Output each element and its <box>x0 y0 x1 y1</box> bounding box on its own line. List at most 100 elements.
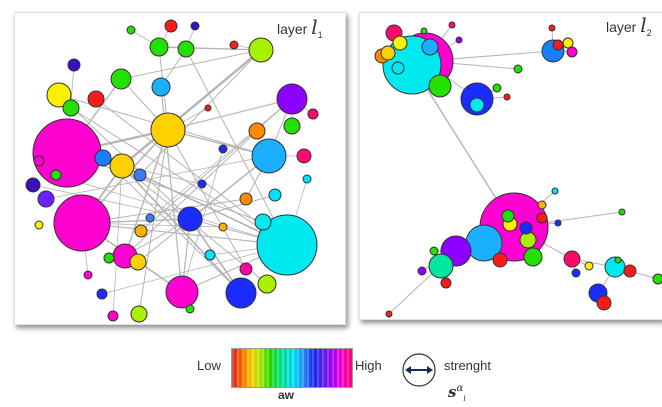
strength-arrow-icon <box>402 353 436 387</box>
network-node <box>204 249 216 261</box>
network-node <box>34 220 44 230</box>
network-node <box>96 288 108 300</box>
network-node <box>523 247 543 267</box>
network-node <box>50 169 62 181</box>
network-node <box>218 144 228 154</box>
network-node <box>67 58 81 72</box>
legend-low-label: Low <box>197 358 221 373</box>
network-edge <box>45 155 270 200</box>
layer-2-symbol: l <box>640 13 647 37</box>
network-node <box>492 252 508 268</box>
network-node <box>190 21 200 31</box>
network-edge <box>81 222 288 246</box>
network-node <box>62 99 80 117</box>
network-node <box>149 37 169 57</box>
network-edge <box>124 130 258 257</box>
network-node <box>248 122 266 140</box>
network-node <box>129 253 147 271</box>
network-node <box>254 213 272 231</box>
layer-2-panel: layer l2 <box>359 12 662 320</box>
network-node <box>296 148 312 164</box>
network-node <box>440 277 452 289</box>
layer-1-label: layer l1 <box>277 15 323 40</box>
network-node <box>53 194 111 252</box>
layer-2-network <box>374 21 662 318</box>
network-node <box>385 310 393 318</box>
network-node <box>256 214 318 276</box>
network-node <box>551 187 559 195</box>
network-node <box>251 138 287 174</box>
network-node <box>126 25 136 35</box>
network-node <box>380 45 396 61</box>
layer-1-panel: layer l1 <box>14 12 346 325</box>
network-node <box>204 104 212 112</box>
strength-symbol-base: s <box>448 383 457 401</box>
network-edge <box>158 46 262 51</box>
network-edge <box>140 98 293 232</box>
network-edge <box>101 244 288 295</box>
network-node <box>46 82 72 108</box>
network-node <box>571 268 581 278</box>
network-node <box>283 117 301 135</box>
strength-label: strenght <box>444 358 491 373</box>
network-node <box>563 250 581 268</box>
network-node <box>307 108 319 120</box>
network-node <box>87 90 105 108</box>
network-node <box>218 222 228 232</box>
network-node <box>392 35 408 51</box>
network-node <box>448 21 456 29</box>
network-node <box>421 38 439 56</box>
network-node <box>429 246 439 256</box>
network-node <box>584 261 594 271</box>
network-node <box>229 40 239 50</box>
network-node <box>177 40 195 58</box>
network-node <box>94 149 112 167</box>
network-edge <box>120 49 262 80</box>
network-edge <box>121 165 242 294</box>
network-edge <box>137 155 270 263</box>
network-node <box>109 153 135 179</box>
network-node <box>492 83 502 93</box>
layer-2-subscript: 2 <box>646 27 652 38</box>
network-node <box>83 270 93 280</box>
network-node <box>25 177 41 193</box>
network-node <box>185 304 195 314</box>
layer-1-network <box>25 19 319 323</box>
network-node <box>239 262 253 276</box>
network-node <box>130 305 148 323</box>
network-node <box>596 295 612 311</box>
network-node <box>623 264 637 278</box>
colorbar-label: aw <box>278 388 295 402</box>
network-edge <box>55 174 288 246</box>
layer-1-symbol: l <box>311 15 318 39</box>
network-node <box>33 155 45 167</box>
network-edge <box>149 98 293 219</box>
aw-colorbar <box>231 348 353 388</box>
network-node <box>614 256 622 264</box>
network-node <box>302 174 312 184</box>
network-node <box>32 118 102 188</box>
network-node <box>134 224 148 238</box>
legend-high-label: High <box>355 358 382 373</box>
network-node <box>536 212 548 224</box>
network-node <box>165 275 199 309</box>
network-node <box>428 253 454 279</box>
network-node <box>552 39 564 51</box>
network-node <box>239 192 253 206</box>
network-node <box>107 310 119 322</box>
network-node <box>428 74 452 98</box>
network-node <box>276 83 308 115</box>
layer-1-subscript: 1 <box>317 29 323 40</box>
network-node <box>248 37 274 63</box>
network-edge <box>121 49 262 167</box>
network-node <box>519 221 533 235</box>
network-node <box>519 231 537 249</box>
network-node <box>225 277 257 309</box>
network-node <box>150 112 186 148</box>
network-node <box>513 64 523 74</box>
network-edge <box>181 148 224 293</box>
layer-1-prefix: layer <box>277 21 308 37</box>
network-node <box>554 219 562 227</box>
network-node <box>110 68 132 90</box>
layer-2-label: layer l2 <box>606 13 652 38</box>
